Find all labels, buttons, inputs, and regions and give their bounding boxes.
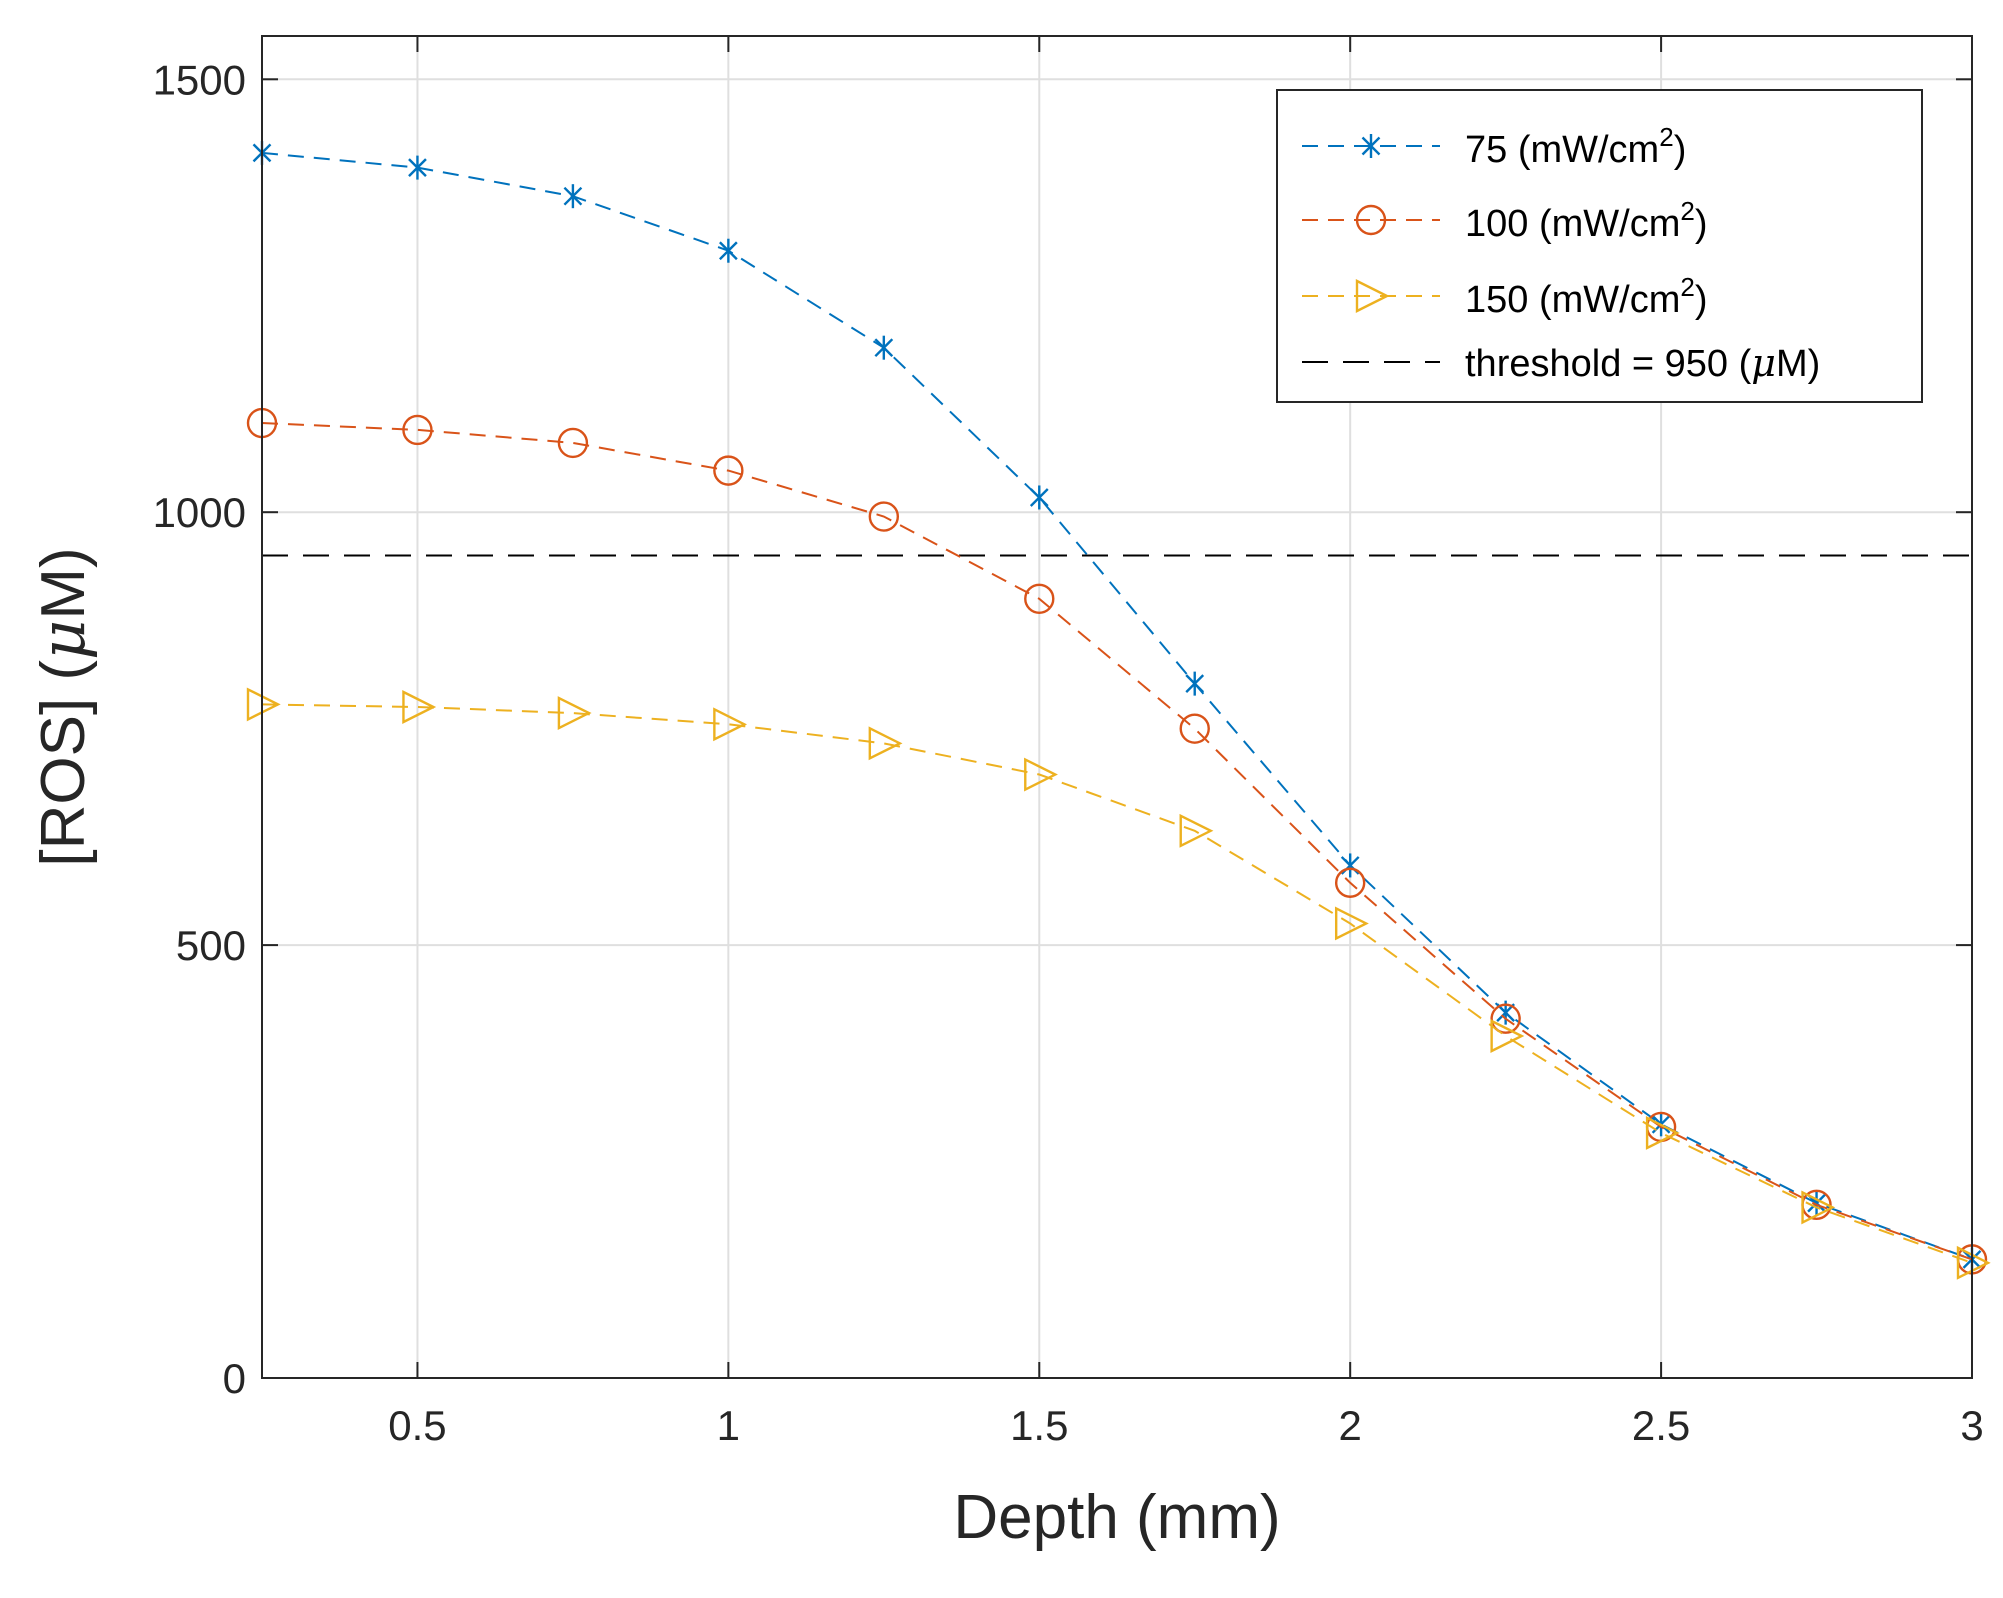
series-75-point-stroke — [1029, 488, 1049, 507]
y-axis-title-prefix: [ROS] ( — [29, 660, 98, 867]
legend-marker — [1355, 204, 1387, 236]
y-tick-label: 0 — [223, 1355, 246, 1402]
legend-label-threshold-mu: μ — [1751, 341, 1776, 385]
series-150-point — [1024, 757, 1058, 792]
y-tick-label: 500 — [176, 922, 246, 969]
series-100-point — [1490, 1003, 1521, 1034]
plot-frame — [261, 35, 1973, 1379]
series-150-point — [1334, 906, 1369, 941]
y-axis-title: [ROS] (μM) — [26, 547, 99, 866]
x-tick-label: 1 — [717, 1402, 740, 1449]
x-axis: Depth (mm) — [953, 1483, 1280, 1552]
series-75-point-stroke — [408, 158, 427, 177]
series-100-point — [1024, 583, 1055, 614]
series-75-point — [719, 238, 738, 263]
series-150-point — [1801, 1190, 1836, 1225]
legend-label-75-sup: 2 — [1659, 122, 1673, 152]
x-tick-label: 2.5 — [1632, 1402, 1690, 1449]
legend-entries — [1302, 134, 1440, 363]
legend-marker-stroke — [1361, 136, 1381, 156]
legend-label-100-sup: 2 — [1680, 196, 1694, 226]
series-75-point — [1029, 485, 1049, 510]
legend-entry-series-100 — [1302, 204, 1440, 236]
legend-label-150-sup: 2 — [1680, 272, 1694, 302]
legend-label-threshold-unit: M) — [1776, 343, 1820, 385]
legend-entry-series-150 — [1302, 279, 1440, 313]
y-tick-label: 1000 — [153, 489, 246, 536]
series-150-point — [713, 707, 748, 742]
x-axis-title: Depth (mm) — [953, 1483, 1280, 1552]
series-150-point — [868, 726, 903, 761]
series-75-point-stroke — [563, 186, 583, 206]
legend-marker — [1361, 134, 1381, 158]
legend-label-100-main: 100 (mW/cm — [1465, 203, 1680, 245]
legend: 75 (mW/cm2) 100 (mW/cm2) 150 (mW/cm2) th… — [1276, 89, 1923, 403]
series-100-point — [402, 414, 433, 446]
legend-marker — [1355, 279, 1390, 313]
x-tick-label: 0.5 — [388, 1402, 446, 1449]
series-150-line — [261, 703, 1973, 1264]
series-75-point-stroke — [874, 338, 894, 358]
x-tick-label: 3 — [1960, 1402, 1983, 1449]
legend-label-100-end: ) — [1695, 203, 1708, 245]
series-100-point — [557, 427, 589, 459]
x-tick-label: 2 — [1339, 1402, 1362, 1449]
legend-label-75-main: 75 (mW/cm — [1465, 129, 1659, 171]
series-75-point — [563, 184, 583, 209]
series-75-point — [408, 155, 427, 180]
legend-label-100: 100 (mW/cm2) — [1465, 196, 1707, 245]
series-100-point — [1179, 713, 1210, 744]
legend-box — [1276, 89, 1923, 403]
series-150-point — [402, 690, 437, 724]
series-100-point — [713, 455, 744, 486]
series-75-line — [261, 151, 1973, 1261]
series-75-point — [874, 335, 894, 360]
legend-entry-series-75 — [1302, 134, 1440, 158]
series-150-point — [557, 696, 592, 731]
y-axis-title-mu: μ — [26, 620, 99, 660]
x-tick-label: 1.5 — [1010, 1402, 1068, 1449]
legend-label-75: 75 (mW/cm2) — [1465, 122, 1686, 171]
y-tick-label: 1500 — [153, 56, 246, 103]
series-75-point — [1185, 671, 1205, 696]
legend-label-threshold: threshold = 950 (μM) — [1465, 341, 1820, 385]
series-75-point-stroke — [1807, 1193, 1826, 1213]
y-axis-title-unit: M) — [29, 547, 98, 619]
series-75-point-stroke — [719, 241, 738, 261]
legend-label-150-end: ) — [1695, 279, 1708, 321]
series-150-point — [1490, 1019, 1525, 1053]
legend-label-75-end: ) — [1674, 129, 1687, 171]
series-100-point — [868, 501, 900, 532]
series-150-point — [1645, 1116, 1680, 1150]
series-layer — [246, 140, 1991, 1280]
y-axis: [ROS] (μM) — [26, 547, 99, 866]
legend-label-150: 150 (mW/cm2) — [1465, 272, 1707, 321]
series-100-point — [1334, 867, 1366, 898]
legend-label-threshold-prefix: threshold = 950 ( — [1465, 343, 1752, 385]
series-150-point — [1179, 813, 1214, 848]
series-75-point-stroke — [1185, 674, 1205, 693]
axis-ticks: 0.5 1 1.5 2 2.5 3 0 500 1000 1500 — [153, 36, 1984, 1449]
series-100-line — [261, 422, 1973, 1261]
legend-label-150-main: 150 (mW/cm — [1465, 279, 1680, 321]
